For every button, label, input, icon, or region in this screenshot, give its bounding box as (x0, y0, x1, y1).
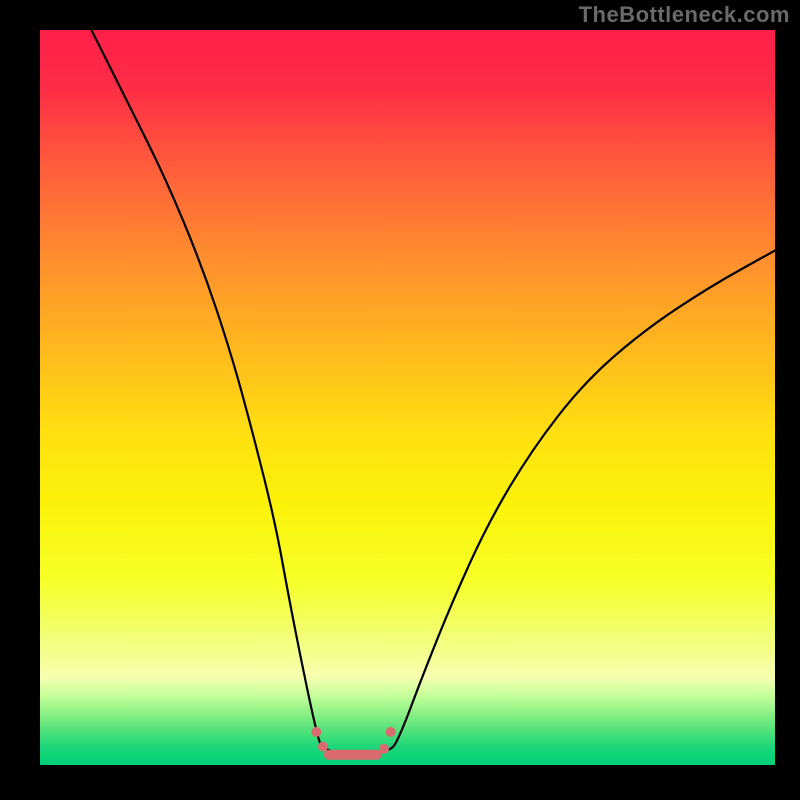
bottleneck-chart (0, 0, 800, 800)
marker-dot (386, 727, 396, 737)
plot-background (40, 30, 775, 765)
marker-dot (379, 744, 389, 754)
marker-dot (311, 727, 321, 737)
chart-container: TheBottleneck.com (0, 0, 800, 800)
marker-dot (318, 742, 328, 752)
watermark-text: TheBottleneck.com (579, 2, 790, 28)
